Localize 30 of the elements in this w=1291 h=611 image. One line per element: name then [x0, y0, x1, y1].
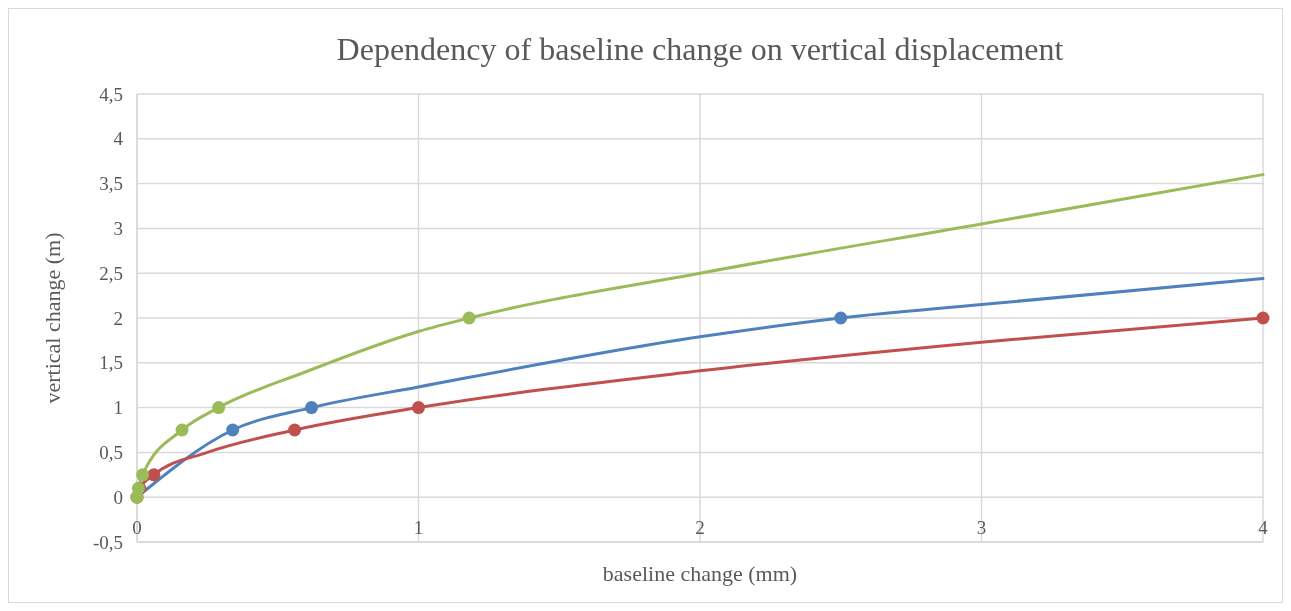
point [412, 401, 425, 415]
x-axis-title: baseline change (mm) [602, 561, 798, 586]
point [462, 311, 476, 325]
point [226, 423, 240, 437]
y-tick-label: 1 [113, 397, 123, 419]
point [288, 423, 302, 437]
y-tick-label: 3 [113, 218, 123, 240]
point [212, 401, 226, 415]
y-tick-label: 4 [113, 128, 124, 150]
y-tick-label: 2,5 [99, 262, 123, 284]
y-tick-label: 4,5 [99, 83, 123, 105]
y-tick-label: 1,5 [99, 352, 123, 374]
x-tick-label: 1 [413, 517, 424, 538]
point [147, 468, 161, 482]
point [834, 311, 848, 325]
chart-title: Dependency of baseline change on vertical displacement [336, 31, 1064, 67]
point [305, 401, 319, 415]
y-tick-label: 3,5 [99, 173, 123, 195]
y-tick-label: 0,5 [99, 442, 123, 464]
point [1256, 311, 1270, 325]
y-tick-label: 2 [113, 307, 123, 329]
y-tick-label: 0 [113, 486, 123, 508]
y-axis-title: vertical change (m) [40, 232, 65, 404]
x-tick-label: 4 [1258, 517, 1269, 538]
x-tick-label: 3 [976, 517, 987, 538]
point [175, 423, 189, 437]
x-tick-label: 0 [132, 517, 142, 538]
point [136, 468, 150, 482]
y-tick-label: -0,5 [92, 531, 123, 553]
x-tick-label: 2 [695, 517, 705, 538]
